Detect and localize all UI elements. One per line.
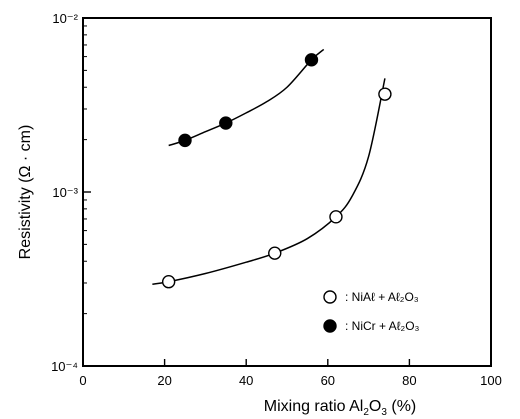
fit-curve-series-0: [152, 78, 386, 285]
data-point-series-0-1: [268, 246, 282, 260]
y-tick-label-0: 10⁻²: [52, 11, 78, 26]
x-axis-title: Mixing ratio Al2O3 (%): [264, 398, 417, 418]
data-point-series-0-3: [378, 87, 392, 101]
y-tick-label-1: 10⁻³: [52, 185, 78, 200]
x-tick-label-20: 20: [157, 373, 171, 388]
y-tick-label-2: 10⁻⁴: [51, 359, 78, 374]
data-point-series-1-2: [304, 53, 319, 67]
y-axis-title: Resistivity (Ω · cm): [17, 125, 34, 260]
x-axis-title-unit: (%): [387, 398, 416, 415]
data-point-series-0-2: [329, 210, 343, 224]
x-tick-label-60: 60: [321, 373, 335, 388]
legend-marker-nicr: [323, 319, 337, 333]
legend-marker-nial: [323, 290, 337, 304]
x-axis-title-sub-2: 2: [363, 407, 369, 418]
data-point-series-0-0: [161, 275, 176, 289]
x-axis-title-sub-3: 3: [381, 407, 387, 418]
data-point-series-1-1: [219, 116, 233, 130]
ticks-layer: 0 20 40 60 80 100 10⁻² 10⁻³ 10⁻⁴: [51, 11, 502, 388]
x-tick-label-80: 80: [402, 373, 416, 388]
x-axis-title-o: O: [369, 398, 381, 415]
x-axis-title-main: Mixing ratio Al: [264, 398, 364, 415]
points-layer: [161, 53, 392, 289]
x-tick-label-40: 40: [239, 373, 253, 388]
legend: : NiAℓ + Aℓ₂O₃ : NiCr + Aℓ₂O₃: [323, 290, 420, 333]
data-point-series-1-0: [178, 133, 192, 148]
legend-label-nicr: : NiCr + Aℓ₂O₃: [345, 319, 420, 333]
x-tick-label-0: 0: [79, 373, 86, 388]
legend-label-nial: : NiAℓ + Aℓ₂O₃: [345, 290, 419, 304]
x-tick-label-100: 100: [480, 373, 502, 388]
